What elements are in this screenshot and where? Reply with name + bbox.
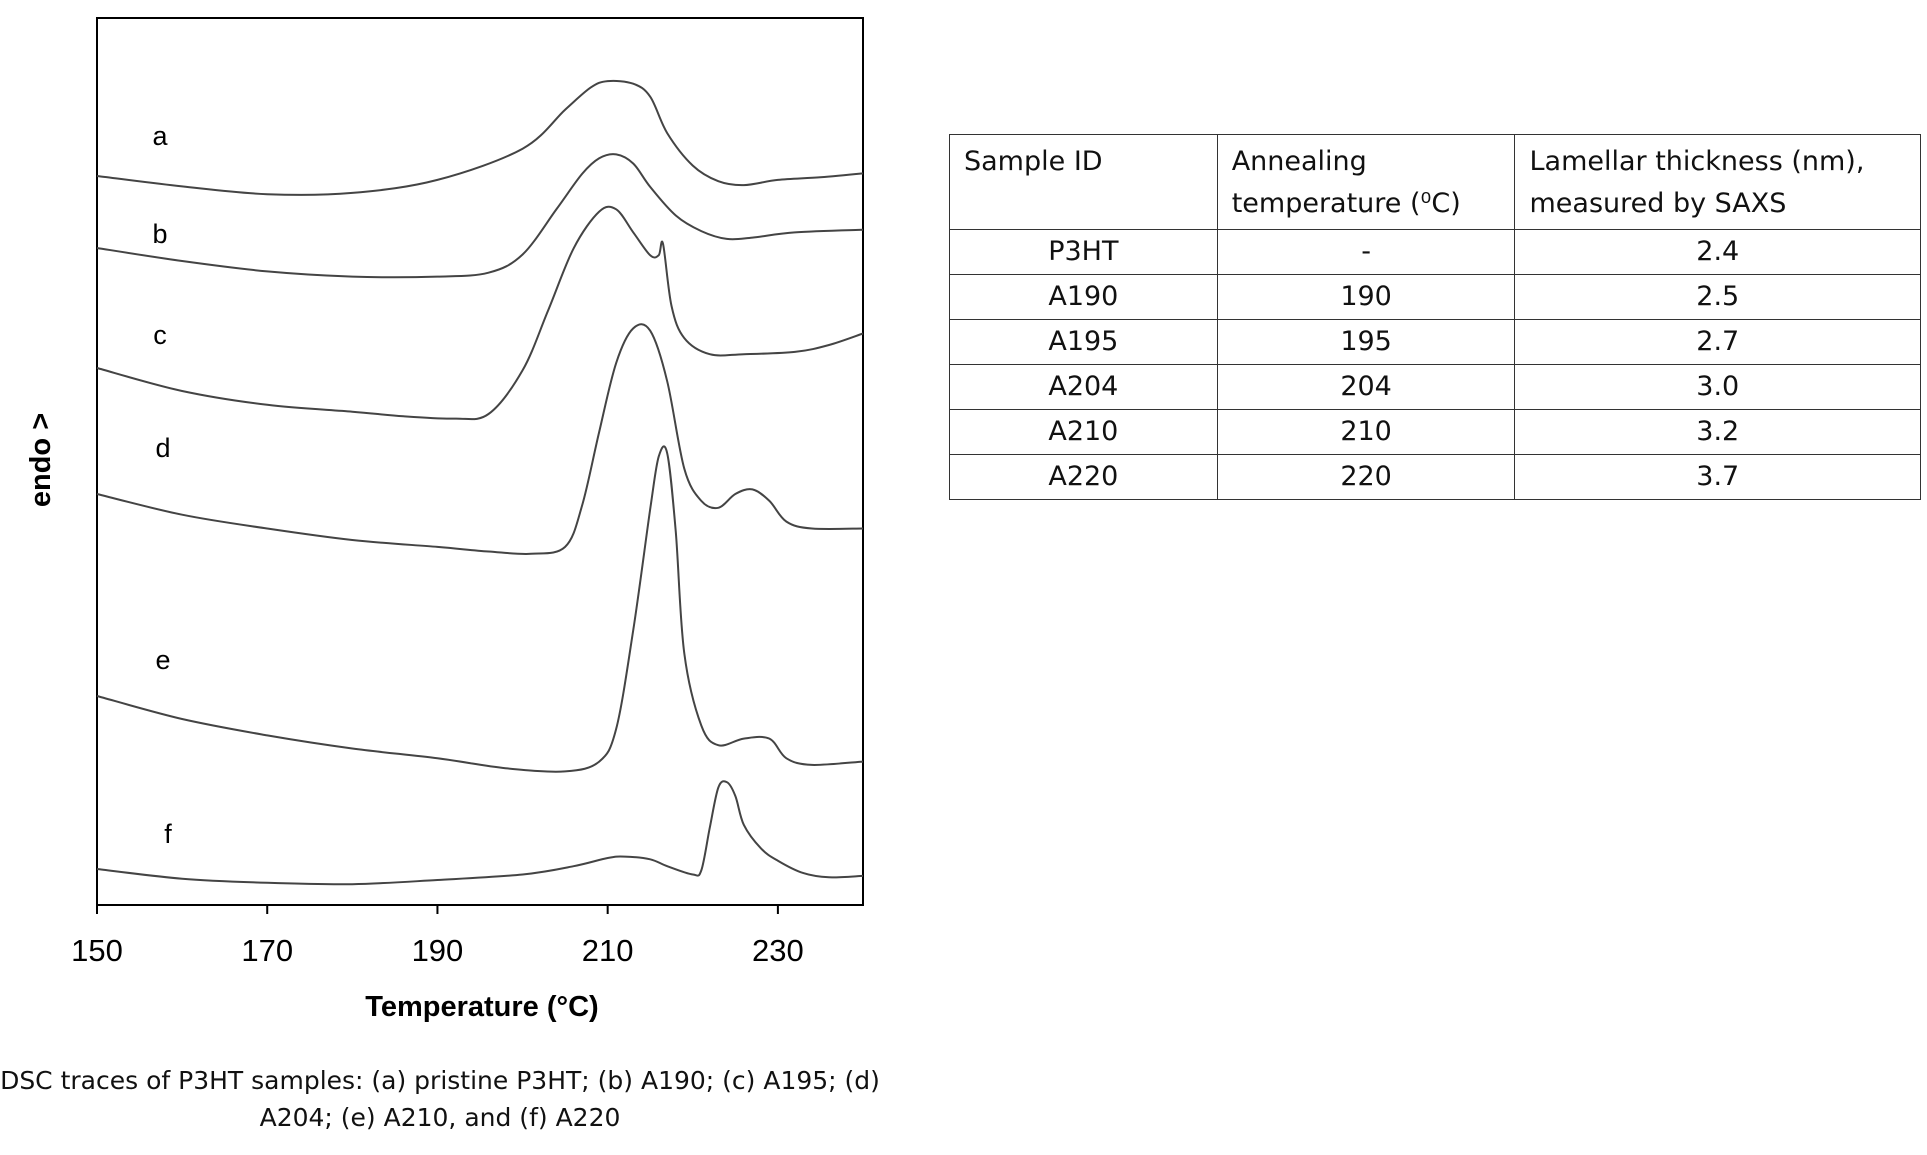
figure-caption: DSC traces of P3HT samples: (a) pristine… xyxy=(0,1062,880,1136)
caption-line-2: A204; (e) A210, and (f) A220 xyxy=(259,1103,621,1132)
header-annealing-temperature: Annealing temperature (⁰C) xyxy=(1216,134,1516,230)
x-tick-label: 210 xyxy=(582,933,634,968)
trace-label-d: d xyxy=(155,433,170,463)
table-row: A190 190 2.5 xyxy=(949,274,1921,320)
dsc-trace-d xyxy=(96,323,864,555)
trace-label-a: a xyxy=(152,121,168,151)
table-row: A220 220 3.7 xyxy=(949,454,1921,500)
cell-lamellar-thickness: 3.0 xyxy=(1514,364,1921,410)
table-header-row: Sample ID Annealing temperature (⁰C) Lam… xyxy=(949,134,1921,230)
cell-annealing-temperature: 195 xyxy=(1216,319,1516,365)
cell-lamellar-thickness: 2.7 xyxy=(1514,319,1921,365)
cell-annealing-temperature: 210 xyxy=(1216,409,1516,455)
caption-line-1: DSC traces of P3HT samples: (a) pristine… xyxy=(0,1066,880,1095)
cell-lamellar-thickness: 2.5 xyxy=(1514,274,1921,320)
trace-label-f: f xyxy=(164,819,172,849)
dsc-trace-b xyxy=(96,153,864,279)
trace-label-c: c xyxy=(153,320,167,350)
cell-sample-id: A220 xyxy=(949,454,1218,500)
y-axis-title: endo > xyxy=(25,413,57,507)
cell-lamellar-thickness: 3.7 xyxy=(1514,454,1921,500)
cell-sample-id: A195 xyxy=(949,319,1218,365)
table-row: A195 195 2.7 xyxy=(949,319,1921,365)
dsc-trace-a xyxy=(96,79,864,196)
cell-annealing-temperature: 204 xyxy=(1216,364,1516,410)
x-axis-title: Temperature (°C) xyxy=(365,991,598,1023)
cell-annealing-temperature: 190 xyxy=(1216,274,1516,320)
trace-label-e: e xyxy=(155,645,170,675)
x-tick-label: 190 xyxy=(412,933,464,968)
cell-annealing-temperature: - xyxy=(1216,229,1516,275)
table-row: A204 204 3.0 xyxy=(949,364,1921,410)
cell-sample-id: A204 xyxy=(949,364,1218,410)
plot-frame xyxy=(96,17,864,906)
table-row: A210 210 3.2 xyxy=(949,409,1921,455)
header-lamellar-thickness: Lamellar thickness (nm), measured by SAX… xyxy=(1514,134,1921,230)
x-tick-label: 230 xyxy=(752,933,804,968)
trace-label-b: b xyxy=(152,219,167,249)
cell-lamellar-thickness: 3.2 xyxy=(1514,409,1921,455)
cell-sample-id: A190 xyxy=(949,274,1218,320)
dsc-trace-c xyxy=(96,205,864,421)
cell-lamellar-thickness: 2.4 xyxy=(1514,229,1921,275)
cell-annealing-temperature: 220 xyxy=(1216,454,1516,500)
dsc-trace-f xyxy=(96,780,864,886)
cell-sample-id: A210 xyxy=(949,409,1218,455)
x-tick-label: 170 xyxy=(241,933,293,968)
x-tick-label: 150 xyxy=(71,933,123,968)
dsc-trace-e xyxy=(96,445,864,773)
table-row: P3HT - 2.4 xyxy=(949,229,1921,275)
header-sample-id: Sample ID xyxy=(949,134,1218,230)
cell-sample-id: P3HT xyxy=(949,229,1218,275)
lamellar-thickness-table: Sample ID Annealing temperature (⁰C) Lam… xyxy=(949,134,1921,500)
